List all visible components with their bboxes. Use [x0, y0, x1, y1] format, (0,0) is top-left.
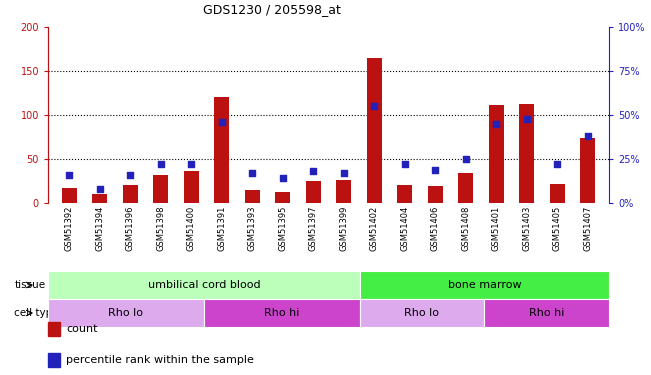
Text: GDS1230 / 205598_at: GDS1230 / 205598_at: [204, 3, 341, 16]
Text: tissue: tissue: [14, 280, 46, 290]
Point: [552, 161, 562, 167]
Point: [186, 161, 197, 167]
Bar: [214, 98, 229, 203]
Point: [277, 176, 288, 181]
Bar: [92, 194, 107, 203]
Bar: [153, 175, 169, 203]
Point: [156, 161, 166, 167]
Point: [94, 186, 105, 192]
Bar: [488, 105, 504, 203]
Point: [64, 172, 75, 178]
Bar: [519, 104, 534, 203]
Text: Rho hi: Rho hi: [529, 308, 564, 318]
Bar: [428, 186, 443, 203]
Bar: [305, 181, 321, 203]
Text: bone marrow: bone marrow: [447, 280, 521, 290]
Text: count: count: [66, 324, 98, 334]
Bar: [336, 180, 352, 203]
Point: [369, 103, 380, 109]
Point: [400, 161, 410, 167]
Bar: [48, 322, 60, 336]
Point: [491, 121, 501, 127]
Text: percentile rank within the sample: percentile rank within the sample: [66, 355, 254, 365]
Text: Rho hi: Rho hi: [264, 308, 299, 318]
Bar: [397, 184, 412, 203]
Point: [521, 116, 532, 122]
Point: [430, 166, 441, 172]
Bar: [549, 184, 565, 203]
Bar: [458, 173, 473, 203]
Point: [460, 156, 471, 162]
Bar: [367, 58, 382, 203]
Bar: [122, 185, 138, 203]
Text: Rho lo: Rho lo: [109, 308, 143, 318]
Bar: [184, 171, 199, 203]
Point: [247, 170, 258, 176]
Text: umbilical cord blood: umbilical cord blood: [148, 280, 260, 290]
Bar: [245, 190, 260, 203]
Text: Rho lo: Rho lo: [404, 308, 439, 318]
Point: [583, 133, 593, 139]
Bar: [580, 138, 595, 203]
Point: [217, 119, 227, 125]
Text: cell type: cell type: [14, 308, 59, 318]
Point: [308, 168, 318, 174]
Point: [339, 170, 349, 176]
Bar: [48, 353, 60, 367]
Point: [125, 172, 135, 178]
Bar: [62, 188, 77, 203]
Bar: [275, 192, 290, 203]
